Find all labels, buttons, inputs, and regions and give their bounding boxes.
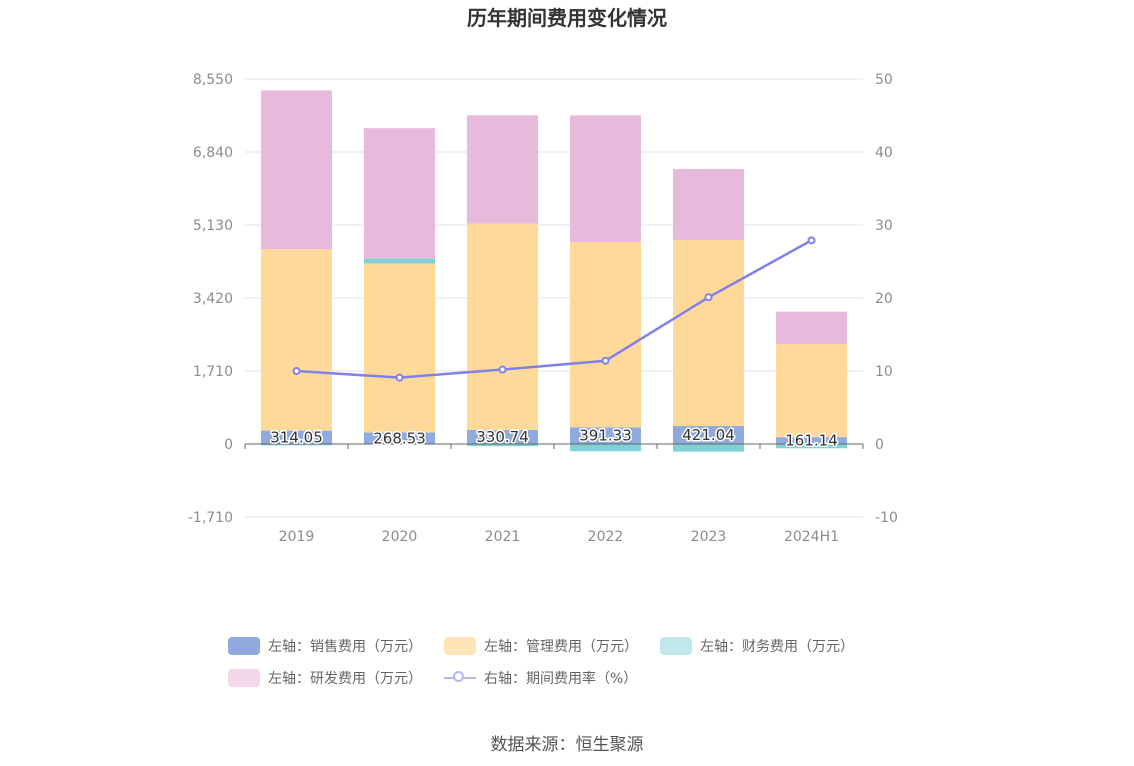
legend-row: 左轴：销售费用（万元） 左轴：管理费用（万元） 左轴：财务费用（万元）: [228, 630, 928, 662]
bar-segment: [467, 429, 538, 444]
bar-segment: [673, 169, 744, 240]
right-tick-label: 0: [875, 437, 884, 453]
legend-label: 左轴：销售费用（万元）: [268, 639, 422, 655]
right-tick-label: 20: [875, 291, 893, 307]
bar-segment: [364, 263, 435, 433]
right-tick-label: 50: [875, 72, 893, 88]
bar-segment: [570, 444, 641, 452]
rate-line-series: [292, 236, 816, 382]
zero-axis: [244, 443, 864, 449]
data-label: 161.14: [785, 432, 838, 450]
bar-segment: [261, 444, 332, 446]
bar-series: [261, 90, 847, 452]
rate-point: [292, 367, 301, 375]
legend-item[interactable]: 左轴：管理费用（万元）: [444, 636, 638, 656]
legend-swatch: [228, 637, 260, 655]
chart-plot: 8,550 6,840 5,130 3,420 1,710 0 -1,710 50 40 30 2…: [188, 72, 898, 545]
bar-segment: [467, 444, 538, 447]
x-tick-label: 2024H1: [784, 529, 839, 545]
rate-point: [704, 293, 713, 302]
bar-segment: [467, 115, 538, 224]
legend-swatch: [444, 637, 476, 655]
legend-item[interactable]: 左轴：财务费用（万元）: [660, 636, 854, 656]
grid-lines: [245, 78, 863, 518]
rate-point: [395, 373, 404, 382]
data-label: 268.53: [373, 429, 426, 447]
left-axis: 8,550 6,840 5,130 3,420 1,710 0 -1,710: [188, 72, 233, 526]
bar-segment: [570, 115, 641, 243]
bar-segment: [364, 128, 435, 259]
right-tick-label: 40: [875, 145, 893, 161]
x-tick-label: 2023: [691, 529, 727, 545]
bar-segment: [364, 432, 435, 444]
left-tick-label: 6,840: [193, 145, 233, 161]
data-labels: 314.05 268.53 330.74 391.33 421.04 161.14: [269, 425, 840, 452]
right-tick-label: 30: [875, 218, 893, 234]
data-label: 314.05: [270, 428, 323, 446]
data-label: 391.33: [579, 427, 632, 445]
legend-item[interactable]: 右轴：期间费用率（%）: [444, 668, 637, 688]
rate-line: [296, 239, 813, 379]
bar-segment: [570, 427, 641, 444]
data-label: 421.04: [682, 426, 735, 444]
rate-point: [807, 236, 816, 245]
bar-segment: [261, 430, 332, 444]
bar-segment: [673, 444, 744, 452]
left-tick-label: 0: [224, 437, 233, 453]
left-tick-label: 5,130: [193, 218, 233, 234]
right-tick-label: -10: [875, 510, 898, 526]
legend-label: 左轴：研发费用（万元）: [268, 671, 422, 687]
legend-swatch: [660, 637, 692, 655]
legend-label: 左轴：管理费用（万元）: [484, 639, 638, 655]
left-tick-label: -1,710: [188, 510, 233, 526]
legend-item[interactable]: 左轴：销售费用（万元）: [228, 636, 422, 656]
left-tick-label: 8,550: [193, 72, 233, 88]
left-tick-label: 1,710: [193, 364, 233, 380]
legend-swatch: [444, 669, 476, 687]
bar-segment: [261, 249, 332, 431]
rate-point: [498, 365, 507, 374]
legend-swatch: [228, 669, 260, 687]
legend-label: 右轴：期间费用率（%）: [484, 671, 638, 687]
x-tick-label: 2020: [382, 529, 418, 545]
legend-row: 左轴：研发费用（万元） 右轴：期间费用率（%）: [228, 662, 928, 694]
chart-title: 历年期间费用变化情况: [467, 6, 667, 30]
rate-point: [601, 356, 610, 365]
bar-segment: [570, 242, 641, 428]
x-axis: 2019 2020 2021 2022 2023 2024H1: [279, 529, 839, 545]
legend-label: 左轴：财务费用（万元）: [700, 639, 854, 655]
bar-segment: [776, 344, 847, 438]
bar-segment: [776, 311, 847, 345]
left-tick-label: 3,420: [193, 291, 233, 307]
x-tick-label: 2019: [279, 529, 315, 545]
bar-segment: [673, 239, 744, 427]
source-note: 数据来源：恒生聚源: [490, 735, 644, 755]
right-tick-label: 10: [875, 364, 893, 380]
x-tick-label: 2021: [485, 529, 521, 545]
data-label: 330.74: [476, 428, 529, 446]
bar-segment: [776, 437, 847, 444]
legend: 左轴：销售费用（万元） 左轴：管理费用（万元） 左轴：财务费用（万元） 左轴：研发费…: [228, 630, 928, 694]
bar-segment: [673, 426, 744, 444]
bar-segment: [467, 223, 538, 430]
bar-segment: [261, 90, 332, 250]
legend-item[interactable]: 左轴：研发费用（万元）: [228, 668, 422, 688]
bar-segment: [776, 444, 847, 449]
x-tick-label: 2022: [588, 529, 624, 545]
bar-segment: [364, 258, 435, 264]
right-axis: 50 40 30 20 10 0 -10: [875, 72, 898, 526]
